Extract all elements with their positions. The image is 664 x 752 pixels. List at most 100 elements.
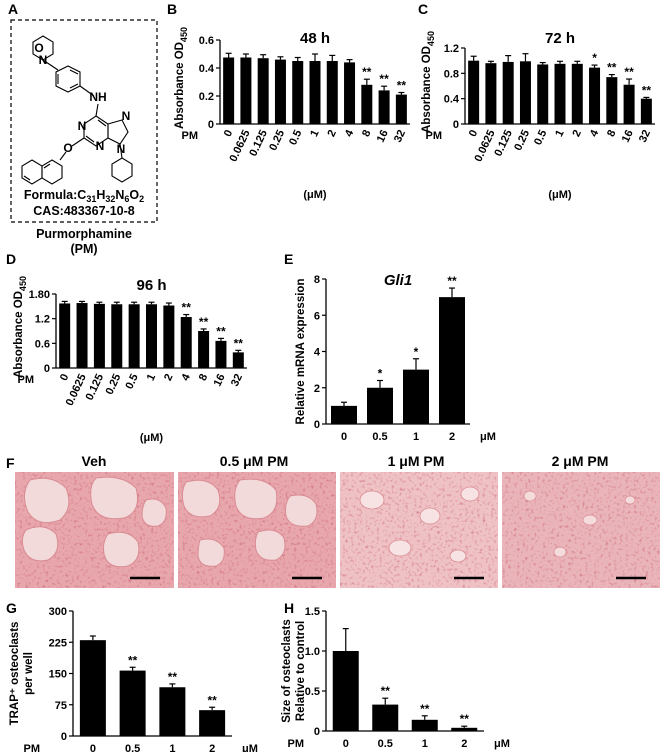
significance-mark: * [592, 51, 597, 65]
y-axis-label-main: Absorbance OD [174, 42, 186, 129]
x-axis-label: μM [494, 738, 510, 750]
x-tick-label: 32 [392, 128, 408, 144]
chart-title: 48 h [300, 30, 330, 47]
panel-letter-f: F [6, 455, 15, 471]
y-tick-label: 0 [208, 119, 214, 131]
cas-text: CAS:483367-10-8 [33, 204, 134, 218]
bar [274, 59, 286, 124]
y-tick-label: 0.4 [199, 63, 215, 75]
row-label-pm: PM [24, 743, 41, 752]
bar [502, 61, 514, 124]
bar [309, 61, 321, 124]
x-tick-label: 8 [605, 128, 618, 139]
panel-f: F Veh 0.5 μM PM 1 μM PM 2 μM PM [6, 453, 660, 588]
significance-mark: ** [182, 301, 192, 315]
y-axis-label: Relative mRNA expression [295, 279, 307, 425]
panel-letter-b: B [167, 1, 177, 17]
y-axis-label-sub: 450 [179, 27, 189, 42]
bar [199, 710, 226, 736]
x-axis-label: (μM) [140, 432, 164, 444]
chart-g: G 0 75 150 225 300 TRAP⁺ osteoclasts per well 0 *… [6, 600, 258, 752]
panel-a: A [8, 1, 158, 256]
x-tick-label: 1 [553, 128, 566, 139]
x-tick-label: 2 [209, 743, 215, 752]
y-tick-label: 75 [55, 700, 67, 712]
x-tick-label: 1 [169, 743, 175, 752]
y-axis-label: Absorbance OD450 [13, 276, 28, 378]
x-tick-label: 0 [343, 738, 349, 750]
x-tick-label: 1 [145, 372, 158, 383]
bar [606, 77, 618, 124]
y-tick-label: 0 [314, 726, 320, 738]
significance-mark: ** [199, 315, 209, 329]
y-tick-label: 0 [453, 119, 459, 131]
bar [640, 98, 652, 124]
bar [537, 64, 549, 124]
y-tick-label: 0.4 [444, 94, 460, 106]
bar [485, 63, 497, 124]
x-tick-label: 16 [212, 372, 228, 388]
x-axis-label: (μM) [548, 189, 572, 201]
x-tick-label: 0.5 [124, 372, 141, 391]
atom-label-n1: N [78, 119, 87, 133]
y-tick-label: 1.0 [305, 646, 320, 658]
y-tick-label: 0.6 [35, 338, 50, 350]
bar [119, 670, 146, 736]
chart-title: 72 h [545, 30, 575, 47]
bar [198, 331, 210, 368]
bar [439, 297, 465, 424]
x-tick-label: 0.5 [372, 431, 387, 443]
x-tick-label: 1 [308, 128, 321, 139]
y-axis-label-main: Absorbance OD [421, 46, 433, 133]
y-tick-label: 0.5 [305, 686, 320, 698]
panel-letter-a: A [8, 1, 18, 17]
compound-abbrev: (PM) [70, 242, 97, 256]
x-tick-label: 0 [467, 128, 480, 139]
bar [395, 94, 407, 124]
x-tick-label: 1 [413, 431, 419, 443]
y-axis-label-line: Relative to control [295, 621, 307, 721]
x-tick-label: 2 [571, 128, 584, 139]
y-tick-label: 1.2 [35, 314, 50, 326]
y-axis-label-line: Size of osteoclasts [281, 619, 293, 723]
bar [378, 90, 390, 124]
y-axis-label: Absorbance OD450 [421, 31, 436, 133]
bar [372, 704, 399, 731]
bar [367, 387, 393, 424]
significance-mark: ** [234, 336, 244, 350]
x-tick-label: 0 [58, 372, 71, 383]
significance-mark: ** [168, 670, 178, 684]
x-tick-label: 0 [90, 743, 96, 752]
x-tick-label: 32 [637, 128, 653, 144]
y-tick-label: 4 [314, 347, 321, 359]
y-tick-label: 1.80 [29, 289, 50, 301]
micrograph-veh [15, 472, 174, 588]
y-axis-label-line: TRAP⁺ osteoclasts [9, 622, 21, 726]
y-tick-label: 150 [49, 669, 67, 681]
bar [623, 84, 635, 124]
significance-mark: * [414, 345, 419, 359]
bar [128, 304, 140, 368]
y-tick-label: 0 [61, 731, 67, 743]
atom-label-o-morpholine: O [34, 41, 43, 55]
bar [215, 340, 227, 368]
significance-mark: ** [381, 684, 391, 698]
row-label-pm: PM [288, 738, 305, 750]
x-tick-label: 0.25 [267, 128, 287, 152]
bar [411, 719, 438, 731]
panel-letter-c: C [418, 1, 428, 17]
y-tick-label: 0.8 [444, 68, 459, 80]
significance-mark: ** [607, 61, 617, 75]
y-tick-label: 1.5 [305, 606, 320, 618]
significance-mark: ** [379, 72, 389, 86]
bar [146, 304, 157, 368]
x-tick-label: 0 [341, 431, 347, 443]
bar [76, 303, 88, 368]
y-tick-label: 8 [314, 274, 320, 286]
significance-mark: ** [128, 653, 138, 667]
bar [403, 369, 429, 424]
atom-label-n9: N [117, 142, 126, 156]
micrograph-0-5 [178, 472, 336, 588]
